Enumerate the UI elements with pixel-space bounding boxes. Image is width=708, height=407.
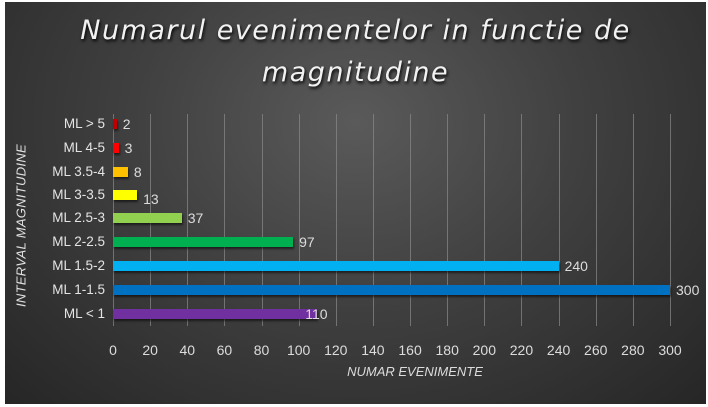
gridline [595,114,597,326]
title-line-2: magnitudine [261,57,450,88]
x-tick-label: 140 [361,342,385,358]
bar [113,167,128,177]
gridline [484,114,486,326]
gridline [632,114,634,326]
x-tick-label: 120 [324,342,348,358]
x-tick-label: 100 [286,342,311,358]
bar [113,285,670,295]
x-tick-label: 300 [658,342,682,358]
bar-value-label: 300 [676,282,700,298]
gridline [447,114,449,326]
category-label: ML 4-5 [63,140,105,155]
bar-value-label: 240 [564,258,588,274]
category-label: ML 2-2.5 [52,234,105,249]
bar-value-label: 97 [299,234,315,250]
bar [113,143,119,153]
bar [113,309,318,319]
category-label: ML 1.5-2 [52,258,105,273]
category-label: ML < 1 [63,306,105,321]
x-tick-label: 80 [253,342,270,358]
bar-value-label: 13 [143,191,159,207]
bar [113,119,117,129]
bar [113,213,182,223]
x-tick-label: 160 [398,342,422,358]
category-label: ML 3-3.5 [52,187,105,202]
x-tick-label: 240 [546,342,571,358]
x-tick-label: 220 [509,342,534,358]
gridline [224,114,226,326]
gridline [558,114,560,326]
category-label: ML 1-1.5 [52,282,105,297]
gridline [187,114,189,326]
x-axis-label: NUMAR EVENIMENTE [347,364,483,379]
bar-value-label: 2 [122,116,131,132]
bar-value-label: 3 [124,140,133,156]
category-label: ML 3.5-4 [52,164,105,179]
bar [113,261,559,271]
gridline [335,114,337,326]
x-tick-label: 280 [621,342,645,358]
bar-value-label: 37 [187,210,204,226]
x-tick-label: 20 [142,342,158,358]
gridline [521,114,523,326]
category-label: ML > 5 [63,116,105,131]
category-label: ML 2.5-3 [52,210,105,225]
chart-title: Numarul evenimentelor in functie de magn… [5,10,706,94]
plot-area: 2 3 8 13 37 97 240 300 110 [113,114,699,326]
gridline [261,114,263,326]
x-tick-label: 260 [584,342,608,358]
chart-panel: Numarul evenimentelor in functie de magn… [5,2,706,404]
bar-value-label: 110 [305,306,328,322]
x-tick-label: 0 [109,342,117,358]
x-tick-label: 60 [216,342,233,358]
bar [113,237,294,247]
gridline [670,114,671,326]
x-tick-label: 40 [179,342,196,358]
x-tick-label: 180 [435,342,459,358]
gridline [298,114,300,326]
x-tick-label: 200 [472,342,496,358]
title-line-1: Numarul evenimentelor in functie de [80,15,631,46]
bar-value-label: 8 [133,164,142,180]
gridline [372,114,374,326]
gridline [410,114,412,326]
bar [113,190,138,200]
